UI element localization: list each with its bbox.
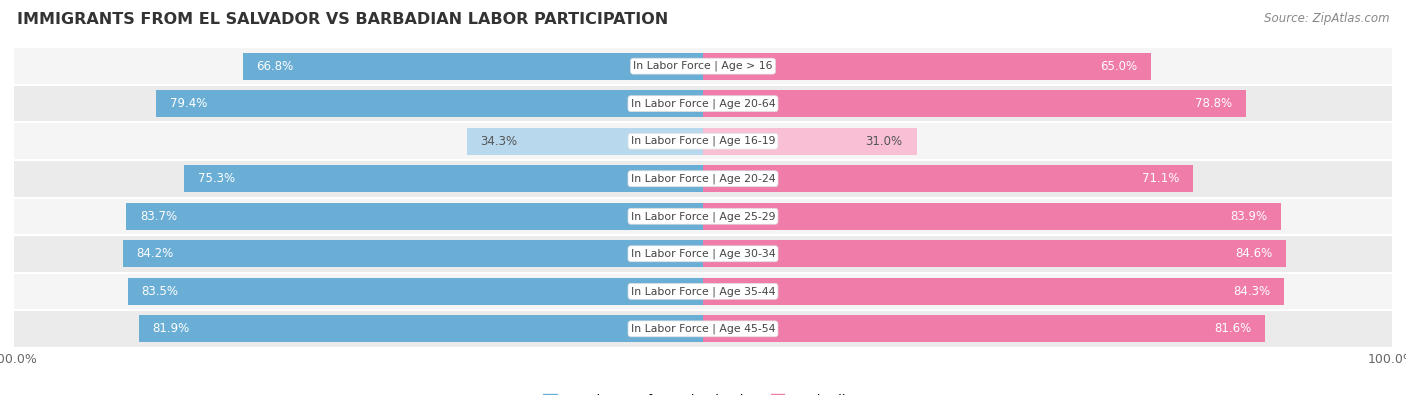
Bar — [243, 53, 703, 80]
Bar — [122, 240, 703, 267]
Text: In Labor Force | Age 25-29: In Labor Force | Age 25-29 — [631, 211, 775, 222]
Text: 83.5%: 83.5% — [142, 285, 179, 298]
Text: 79.4%: 79.4% — [170, 97, 207, 110]
Bar — [14, 310, 1392, 348]
Text: 83.7%: 83.7% — [141, 210, 177, 223]
Bar — [184, 165, 703, 192]
Text: In Labor Force | Age 20-64: In Labor Force | Age 20-64 — [631, 98, 775, 109]
Text: 81.6%: 81.6% — [1215, 322, 1251, 335]
Text: 75.3%: 75.3% — [198, 172, 235, 185]
Text: 34.3%: 34.3% — [481, 135, 517, 148]
Bar — [139, 315, 703, 342]
Text: 81.9%: 81.9% — [152, 322, 190, 335]
Bar — [703, 203, 1281, 230]
Text: In Labor Force | Age 35-44: In Labor Force | Age 35-44 — [631, 286, 775, 297]
Text: 65.0%: 65.0% — [1099, 60, 1137, 73]
Bar — [703, 278, 1284, 305]
Text: 84.6%: 84.6% — [1234, 247, 1272, 260]
Bar — [14, 122, 1392, 160]
Bar — [14, 198, 1392, 235]
Bar — [703, 53, 1152, 80]
Bar — [127, 203, 703, 230]
Bar — [703, 128, 917, 155]
Text: In Labor Force | Age 16-19: In Labor Force | Age 16-19 — [631, 136, 775, 147]
Text: In Labor Force | Age 20-24: In Labor Force | Age 20-24 — [631, 173, 775, 184]
Bar — [156, 90, 703, 117]
Text: 83.9%: 83.9% — [1230, 210, 1267, 223]
Text: In Labor Force | Age > 16: In Labor Force | Age > 16 — [633, 61, 773, 71]
Bar — [14, 160, 1392, 198]
Text: 71.1%: 71.1% — [1142, 172, 1180, 185]
Bar — [703, 315, 1265, 342]
Text: IMMIGRANTS FROM EL SALVADOR VS BARBADIAN LABOR PARTICIPATION: IMMIGRANTS FROM EL SALVADOR VS BARBADIAN… — [17, 12, 668, 27]
Legend: Immigrants from El Salvador, Barbadian: Immigrants from El Salvador, Barbadian — [544, 394, 862, 395]
Bar — [14, 273, 1392, 310]
Bar — [467, 128, 703, 155]
Text: In Labor Force | Age 45-54: In Labor Force | Age 45-54 — [631, 324, 775, 334]
Bar — [703, 240, 1286, 267]
Bar — [14, 85, 1392, 122]
Bar — [703, 90, 1246, 117]
Bar — [128, 278, 703, 305]
Text: 66.8%: 66.8% — [256, 60, 294, 73]
Text: Source: ZipAtlas.com: Source: ZipAtlas.com — [1264, 12, 1389, 25]
Text: 84.2%: 84.2% — [136, 247, 174, 260]
Text: 78.8%: 78.8% — [1195, 97, 1232, 110]
Bar — [14, 47, 1392, 85]
Text: 84.3%: 84.3% — [1233, 285, 1270, 298]
Bar — [703, 165, 1192, 192]
Text: In Labor Force | Age 30-34: In Labor Force | Age 30-34 — [631, 248, 775, 259]
Bar — [14, 235, 1392, 273]
Text: 31.0%: 31.0% — [866, 135, 903, 148]
